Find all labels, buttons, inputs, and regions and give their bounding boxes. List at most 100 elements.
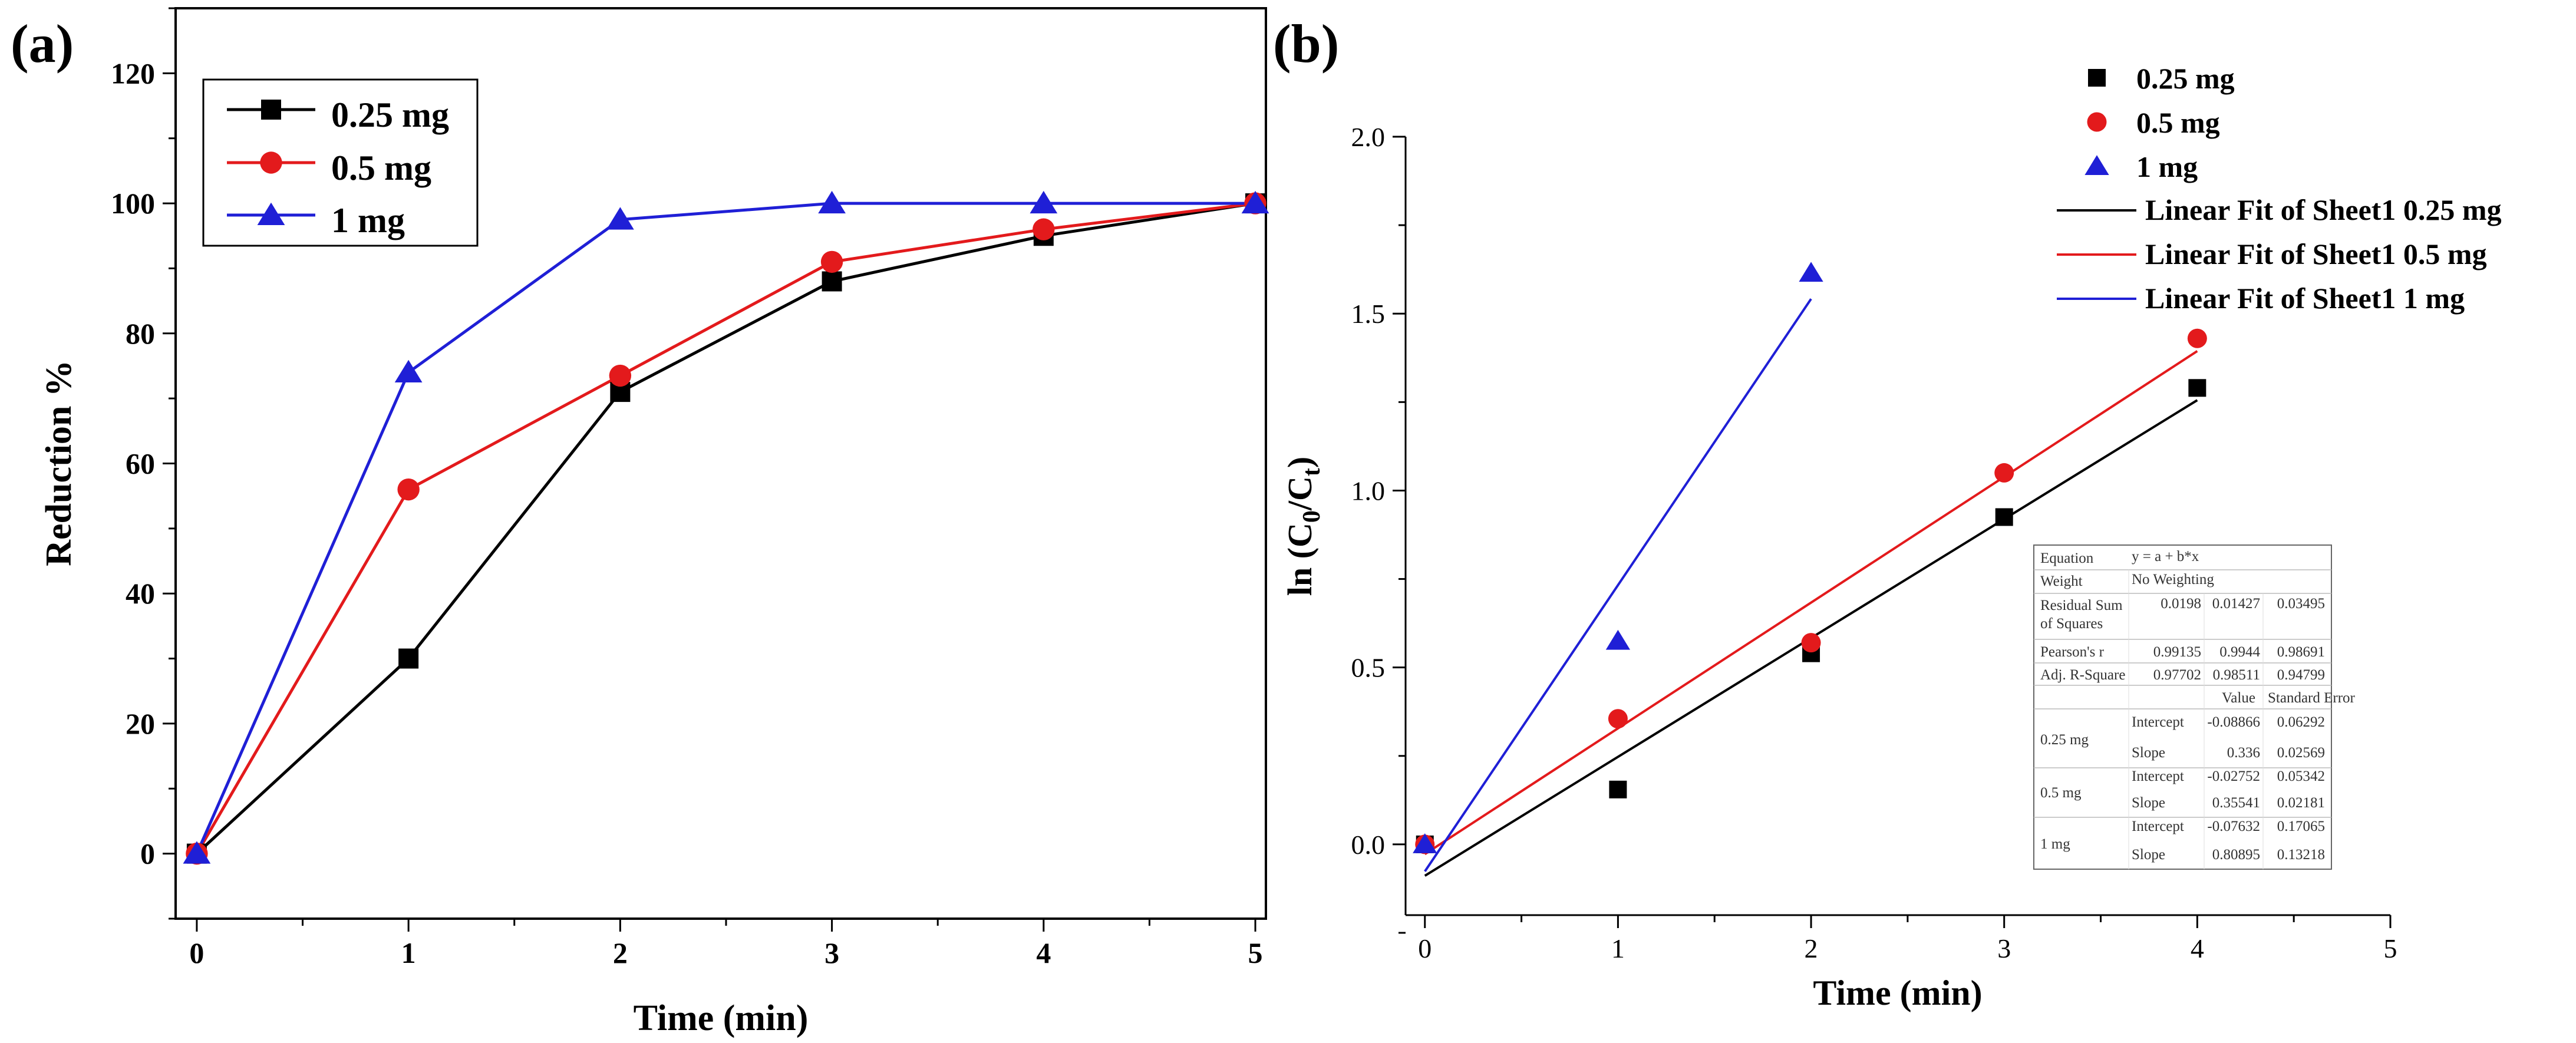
panel-a-legend-marker-1: [260, 151, 282, 174]
fit-table-pearson-label: Pearson's r: [2040, 644, 2105, 660]
panel-a-xtick-label: 4: [1036, 936, 1051, 969]
fit-table-pearson-2: 0.98691: [2277, 644, 2325, 660]
fit-table-err-1-1: 0.02181: [2277, 795, 2325, 811]
fit-table-adjr-label: Adj. R-Square: [2040, 667, 2125, 683]
panel-b-xtick-label: 0: [1418, 933, 1432, 963]
panel-a-legend-marker-2: [257, 202, 285, 225]
panel-a-point-1-1: [397, 478, 420, 501]
fit-table-err-0-0: 0.06292: [2277, 714, 2325, 730]
panel-a-line-2: [195, 202, 1256, 854]
panel-b-point-2-1: [1605, 629, 1631, 650]
panel-b-legend-fit-2: Linear Fit of Sheet1 1 mg: [2145, 282, 2465, 315]
panel-a-legend-label-2: 1 mg: [331, 201, 405, 240]
panel-a-point-2-3: [818, 190, 846, 214]
panel-b-ytick-label: 1.0: [1351, 476, 1386, 506]
panel-a: (a) 0 1 2 3 4 5 0 20 40 60 80 100 120 Time (min) Red…: [11, 7, 1269, 1038]
panel-b-point-1-3: [1994, 463, 2014, 483]
panel-a-xtick-label: 3: [824, 936, 839, 969]
panel-b-legend-marker-1: [2087, 112, 2107, 132]
fit-table-value-1-1: 0.35541: [2212, 795, 2260, 811]
panel-a-ytick-label: 0: [140, 837, 155, 870]
panel-b-ylabel: ln (C0/Ct): [1281, 457, 1325, 596]
panel-b-legend-label-0: 0.25 mg: [2136, 62, 2235, 95]
panel-a-line-0: [196, 202, 1256, 855]
fit-table-rss-1: 0.01427: [2212, 596, 2260, 612]
fit-table-adjr-2: 0.94799: [2277, 667, 2325, 683]
fit-table-weight-value: No Weighting: [2132, 572, 2214, 587]
panel-a-point-0-1: [398, 648, 419, 669]
panel-b-legend: 0.25 mg 0.5 mg 1 mg Linear Fit of Sheet1…: [2057, 62, 2502, 315]
panel-a-ticks: 0 1 2 3 4 5 0 20 40 60 80 100 120: [111, 7, 1263, 969]
panel-b-xtick-label: 1: [1611, 933, 1625, 963]
panel-b-legend-fit-0: Linear Fit of Sheet1 0.25 mg: [2145, 193, 2502, 226]
panel-b-ytick-label: 0.0: [1351, 830, 1386, 860]
panel-a-markers: [183, 190, 1269, 865]
panel-b-xtick-label: 3: [1997, 933, 2011, 963]
panel-a-label: (a): [11, 14, 74, 74]
fit-table-equation-label: Equation: [2040, 550, 2094, 566]
fit-table-series-0: 0.25 mg: [2040, 732, 2089, 748]
fit-table-adjr-0: 0.97702: [2153, 667, 2201, 683]
panel-b-ytick-label: 2.0: [1351, 122, 1386, 152]
fit-table-rss-2: 0.03495: [2277, 596, 2325, 612]
panel-b-point-0-1: [1609, 780, 1627, 798]
panel-b-ticks: 0 1 2 3 4 5 0.0 0.5 1.0 1.5 2.0: [1351, 122, 2397, 963]
fit-table-err-2-0: 0.17065: [2277, 818, 2325, 834]
fit-table-stderr-header: Standard Error: [2268, 690, 2356, 706]
panel-a-xtick-label: 1: [401, 936, 416, 969]
panel-a-legend-marker-0: [261, 100, 281, 120]
panel-b-legend-marker-2: [2084, 155, 2109, 175]
fit-table-series-2: 1 mg: [2040, 836, 2070, 852]
panel-a-line-1: [195, 202, 1256, 854]
panel-b-point-1-2: [1801, 633, 1821, 653]
panel-b-legend-fit-1: Linear Fit of Sheet1 0.5 mg: [2145, 237, 2487, 270]
fit-table: Equation y = a + b*x Weight No Weighting…: [2033, 544, 2356, 870]
fit-table-err-0-1: 0.02569: [2277, 745, 2325, 761]
panel-b: (b) 0 1 2 3 4 5 0.0 0.5 1.0 1.5 2.0 Time (min) ln …: [1273, 14, 2502, 1012]
fit-table-param-0-1: Slope: [2132, 745, 2165, 761]
fit-table-pearson-0: 0.99135: [2153, 644, 2201, 660]
panel-a-point-2-1: [394, 359, 423, 382]
fit-table-param-1-1: Slope: [2132, 795, 2165, 811]
fit-table-rss-label-2: of Squares: [2040, 616, 2103, 632]
panel-b-xlabel: Time (min): [1813, 973, 1982, 1012]
fit-table-value-0-0: -0.08866: [2207, 714, 2260, 730]
panel-a-point-2-4: [1030, 190, 1058, 214]
panel-a-point-1-3: [820, 250, 843, 273]
panel-a-ylabel: Reduction %: [39, 360, 79, 566]
panel-b-label: (b): [1273, 14, 1339, 74]
panel-b-xtick-label: 4: [2191, 933, 2204, 963]
fit-table-weight-label: Weight: [2040, 573, 2083, 589]
fit-table-adjr-1: 0.98511: [2213, 667, 2260, 683]
fit-table-value-1-0: -0.02752: [2207, 768, 2260, 784]
panel-b-legend-label-2: 1 mg: [2136, 150, 2198, 183]
fit-table-param-1-0: Intercept: [2132, 768, 2184, 784]
panel-b-point-2-2: [1799, 262, 1823, 282]
fit-table-value-2-0: -0.07632: [2207, 818, 2260, 834]
panel-b-point-1-1: [1608, 709, 1628, 729]
panel-a-xtick-label: 2: [613, 936, 628, 969]
fit-table-rss-label-1: Residual Sum: [2040, 598, 2123, 613]
panel-a-point-2-5: [1241, 190, 1269, 214]
panel-a-point-2-2: [606, 207, 634, 230]
fit-table-err-2-1: 0.13218: [2277, 847, 2325, 863]
fit-table-value-header: Value: [2222, 690, 2255, 706]
panel-b-xtick-label: 5: [2384, 933, 2397, 963]
panel-b-markers: [1413, 262, 2207, 854]
panel-a-ytick-label: 100: [111, 187, 155, 220]
panel-b-ytick-label: 1.5: [1351, 299, 1386, 329]
panel-a-xtick-label: 5: [1248, 936, 1263, 969]
panel-b-point-2-0: [1413, 833, 1437, 853]
panel-a-xlabel: Time (min): [634, 998, 809, 1038]
fit-table-series-1: 0.5 mg: [2040, 785, 2082, 801]
panel-a-ytick-label: 40: [126, 577, 155, 610]
panel-b-ytick-label: 0.5: [1351, 653, 1386, 683]
panel-b-fit-line-2: [1424, 298, 1812, 872]
panel-a-ytick-label: 20: [126, 707, 155, 740]
panel-b-fit-line-1: [1424, 350, 2198, 856]
fit-table-param-2-1: Slope: [2132, 847, 2165, 863]
panel-a-ytick-label: 60: [126, 447, 155, 480]
panel-a-legend-label-0: 0.25 mg: [331, 95, 449, 134]
fit-table-err-1-0: 0.05342: [2277, 768, 2325, 784]
fit-table-param-0-0: Intercept: [2132, 714, 2184, 730]
